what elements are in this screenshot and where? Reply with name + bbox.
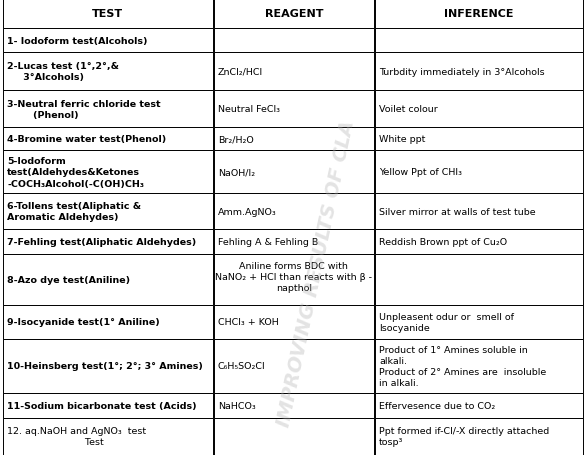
Text: INFERENCE: INFERENCE (444, 9, 514, 19)
Text: NaOH/I₂: NaOH/I₂ (218, 168, 255, 177)
Bar (375, 230, 583, 254)
Bar (375, 53, 583, 91)
Bar (214, 0, 374, 29)
Bar (3, 128, 213, 151)
Bar (375, 128, 583, 151)
Text: TEST: TEST (92, 9, 124, 19)
Bar (3, 305, 213, 339)
Bar (375, 418, 583, 455)
Bar (214, 418, 374, 455)
Text: 3-Neutral ferric chloride test
        (Phenol): 3-Neutral ferric chloride test (Phenol) (7, 99, 161, 119)
Bar (3, 230, 213, 254)
Text: White ppt: White ppt (379, 135, 425, 144)
Text: 5-Iodoform
test(Aldehydes&Ketones
-COCH₃Alcohol(-C(OH)CH₃: 5-Iodoform test(Aldehydes&Ketones -COCH₃… (7, 157, 144, 188)
Text: 4-Bromine water test(Phenol): 4-Bromine water test(Phenol) (7, 135, 166, 144)
Bar (214, 254, 374, 305)
Bar (375, 254, 583, 305)
Text: REAGENT: REAGENT (265, 9, 323, 19)
Bar (375, 91, 583, 128)
Text: Effervesence due to CO₂: Effervesence due to CO₂ (379, 401, 495, 410)
Bar (214, 305, 374, 339)
Bar (214, 339, 374, 393)
Bar (214, 29, 374, 53)
Text: CHCl₃ + KOH: CHCl₃ + KOH (218, 318, 279, 327)
Text: Silver mirror at walls of test tube: Silver mirror at walls of test tube (379, 207, 536, 216)
Bar (214, 194, 374, 230)
Text: Yellow Ppt of CHI₃: Yellow Ppt of CHI₃ (379, 168, 462, 177)
Text: 6-Tollens test(Aliphatic &
Aromatic Aldehydes): 6-Tollens test(Aliphatic & Aromatic Alde… (7, 202, 141, 222)
Bar (214, 128, 374, 151)
Text: Voilet colour: Voilet colour (379, 105, 438, 114)
Bar (214, 230, 374, 254)
Text: Reddish Brown ppt of Cu₂O: Reddish Brown ppt of Cu₂O (379, 238, 507, 247)
Bar (3, 254, 213, 305)
Text: Neutral FeCl₃: Neutral FeCl₃ (218, 105, 280, 114)
Bar (375, 151, 583, 194)
Text: Turbdity immediately in 3°Alcohols: Turbdity immediately in 3°Alcohols (379, 67, 545, 76)
Bar (214, 91, 374, 128)
Text: Product of 1° Amines soluble in
alkali.
Product of 2° Amines are  insoluble
in a: Product of 1° Amines soluble in alkali. … (379, 345, 546, 387)
Bar (3, 0, 213, 29)
Bar (214, 151, 374, 194)
Bar (214, 393, 374, 418)
Bar (3, 339, 213, 393)
Text: Ppt formed if-Cl/-X directly attached
tosp³: Ppt formed if-Cl/-X directly attached to… (379, 426, 550, 446)
Text: ZnCl₂/HCl: ZnCl₂/HCl (218, 67, 263, 76)
Bar (3, 29, 213, 53)
Bar (375, 0, 583, 29)
Text: Fehling A & Fehling B: Fehling A & Fehling B (218, 238, 318, 247)
Bar (3, 418, 213, 455)
Text: 11-Sodium bicarbonate test (Acids): 11-Sodium bicarbonate test (Acids) (7, 401, 197, 410)
Text: 8-Azo dye test(Aniline): 8-Azo dye test(Aniline) (7, 275, 130, 284)
Bar (375, 29, 583, 53)
Bar (3, 151, 213, 194)
Bar (375, 339, 583, 393)
Text: C₆H₅SO₂Cl: C₆H₅SO₂Cl (218, 361, 265, 370)
Text: 12. aq.NaOH and AgNO₃  test
                          Test: 12. aq.NaOH and AgNO₃ test Test (7, 426, 146, 446)
Text: 7-Fehling test(Aliphatic Aldehydes): 7-Fehling test(Aliphatic Aldehydes) (7, 238, 196, 247)
Text: 2-Lucas test (1°,2°,&
     3°Alcohols): 2-Lucas test (1°,2°,& 3°Alcohols) (7, 62, 119, 82)
Bar (3, 393, 213, 418)
Text: 1- Iodoform test(Alcohols): 1- Iodoform test(Alcohols) (7, 36, 148, 46)
Text: IMPROVING RESULTS OF CLA: IMPROVING RESULTS OF CLA (275, 118, 358, 428)
Bar (3, 53, 213, 91)
Text: Br₂/H₂O: Br₂/H₂O (218, 135, 254, 144)
Bar (214, 53, 374, 91)
Text: 10-Heinsberg test(1°; 2°; 3° Amines): 10-Heinsberg test(1°; 2°; 3° Amines) (7, 361, 203, 370)
Bar (375, 194, 583, 230)
Bar (3, 194, 213, 230)
Text: 9-Isocyanide test(1° Aniline): 9-Isocyanide test(1° Aniline) (7, 318, 160, 327)
Text: NaHCO₃: NaHCO₃ (218, 401, 255, 410)
Text: Unpleasent odur or  smell of
Isocyanide: Unpleasent odur or smell of Isocyanide (379, 312, 514, 332)
Bar (375, 393, 583, 418)
Bar (375, 305, 583, 339)
Text: Aniline forms BDC with
NaNO₂ + HCl than reacts with β -
napthol: Aniline forms BDC with NaNO₂ + HCl than … (216, 261, 372, 293)
Bar (3, 91, 213, 128)
Text: Amm.AgNO₃: Amm.AgNO₃ (218, 207, 277, 216)
